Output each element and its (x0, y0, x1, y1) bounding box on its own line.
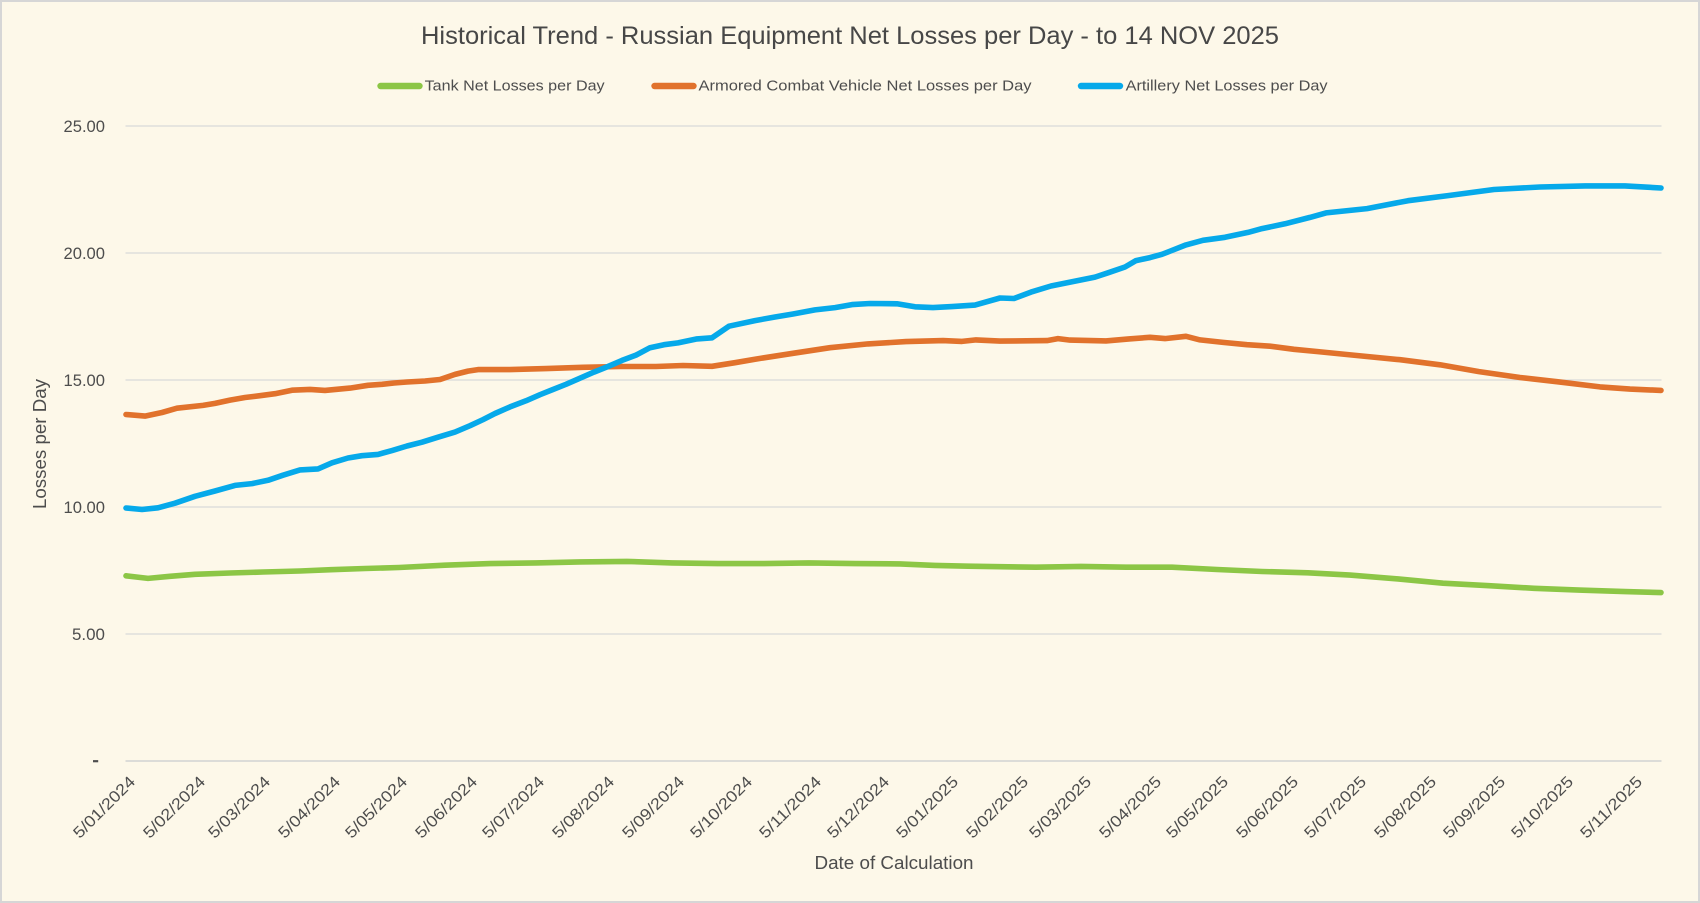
svg-text:25.00: 25.00 (64, 118, 106, 136)
svg-text:5/08/2025: 5/08/2025 (1371, 773, 1440, 842)
svg-text:5/05/2025: 5/05/2025 (1163, 773, 1232, 842)
svg-text:5/08/2024: 5/08/2024 (549, 773, 618, 842)
svg-text:5/01/2025: 5/01/2025 (893, 773, 962, 842)
svg-text:5/03/2024: 5/03/2024 (205, 773, 274, 842)
svg-text:Artillery Net Losses per Day: Artillery Net Losses per Day (1126, 78, 1329, 95)
svg-text:5/01/2024: 5/01/2024 (70, 773, 139, 842)
svg-text:5/09/2025: 5/09/2025 (1440, 773, 1509, 842)
svg-text:Date of Calculation: Date of Calculation (815, 852, 974, 873)
svg-text:5/04/2024: 5/04/2024 (275, 773, 344, 842)
svg-text:5/12/2024: 5/12/2024 (824, 773, 893, 842)
svg-text:10.00: 10.00 (64, 499, 106, 517)
svg-text:5/10/2024: 5/10/2024 (687, 773, 756, 842)
svg-text:5/05/2024: 5/05/2024 (342, 773, 411, 842)
svg-text:Armored Combat Vehicle Net Los: Armored Combat Vehicle Net Losses per Da… (699, 78, 1033, 95)
svg-text:5.00: 5.00 (72, 626, 105, 644)
svg-text:Historical Trend - Russian Equ: Historical Trend - Russian Equipment Net… (421, 22, 1279, 50)
svg-text:5/06/2024: 5/06/2024 (412, 773, 481, 842)
svg-text:5/04/2025: 5/04/2025 (1096, 773, 1165, 842)
svg-text:5/10/2025: 5/10/2025 (1508, 773, 1577, 842)
svg-text:5/06/2025: 5/06/2025 (1233, 773, 1302, 842)
svg-text:20.00: 20.00 (64, 245, 106, 263)
svg-text:5/02/2025: 5/02/2025 (963, 773, 1032, 842)
svg-text:5/07/2024: 5/07/2024 (479, 773, 548, 842)
svg-text:5/09/2024: 5/09/2024 (619, 773, 688, 842)
svg-text:15.00: 15.00 (64, 372, 106, 390)
svg-text:5/11/2024: 5/11/2024 (756, 773, 825, 842)
svg-text:Losses per Day: Losses per Day (29, 378, 50, 509)
svg-text:5/02/2024: 5/02/2024 (140, 773, 209, 842)
svg-text:5/11/2025: 5/11/2025 (1577, 773, 1646, 842)
svg-text:Tank Net Losses per Day: Tank Net Losses per Day (425, 78, 606, 95)
svg-text:5/03/2025: 5/03/2025 (1026, 773, 1095, 842)
svg-text:5/07/2025: 5/07/2025 (1301, 773, 1370, 842)
